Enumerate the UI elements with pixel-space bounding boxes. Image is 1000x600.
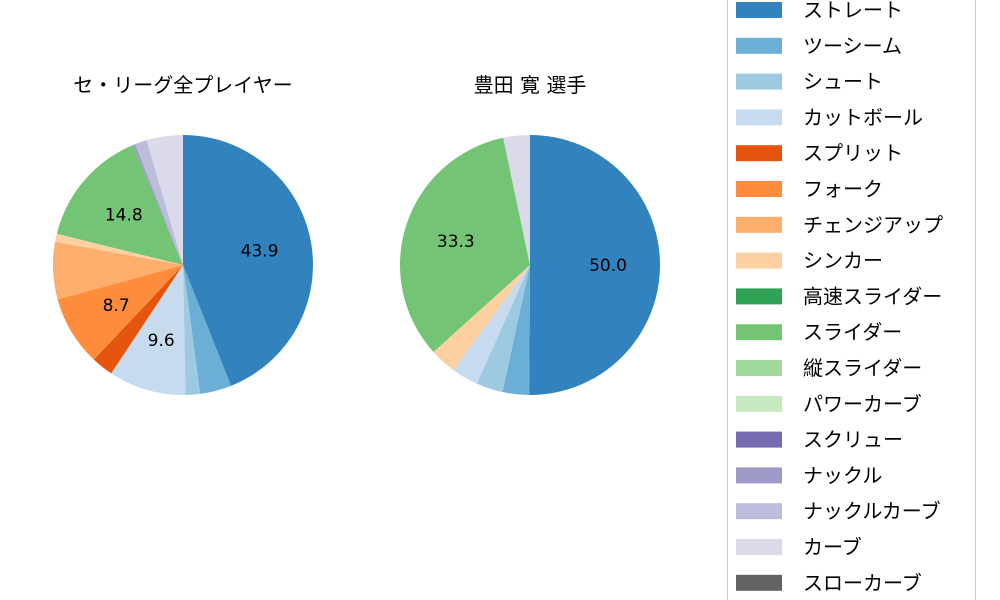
pie-title: セ・リーグ全プレイヤー — [73, 73, 292, 97]
legend-swatch — [736, 216, 782, 233]
legend-label: チェンジアップ — [803, 213, 943, 237]
pie-slice — [183, 265, 201, 395]
slice-label: 43.9 — [241, 241, 279, 261]
legend-swatch — [736, 503, 782, 520]
legend-swatch — [736, 109, 782, 126]
pie-slice — [503, 135, 530, 265]
legend-swatch — [736, 2, 782, 18]
legend-label: スライダー — [803, 320, 902, 344]
pie-slice — [111, 265, 186, 395]
legend-swatch — [736, 252, 782, 269]
legend-label: スローカーブ — [803, 571, 922, 595]
pie-slice — [453, 265, 530, 384]
pie-title: 豊田 寛 選手 — [474, 73, 587, 97]
pie-1: セ・リーグ全プレイヤー 43.9 9.6 8.7 14.8 — [52, 73, 314, 395]
pie-slice — [56, 145, 183, 265]
slice-label: 50.0 — [589, 256, 627, 276]
pie-slice — [476, 265, 530, 393]
legend-swatch — [736, 324, 782, 341]
legend-label: カーブ — [803, 535, 862, 559]
pie-slice — [135, 140, 183, 265]
pie-slice — [146, 135, 183, 265]
pie-slice — [183, 135, 314, 386]
legend-swatch — [736, 395, 782, 412]
legend-swatch — [736, 73, 782, 90]
slice-label: 9.6 — [148, 331, 175, 351]
legend-label: ツーシーム — [803, 34, 902, 58]
legend-swatch — [736, 360, 782, 376]
pie-slice — [502, 265, 530, 395]
legend-label: シュート — [803, 70, 883, 94]
slice-label: 8.7 — [103, 296, 130, 316]
slice-label: 33.3 — [437, 232, 475, 252]
legend-label: 縦スライダー — [803, 356, 922, 380]
legend-label: スプリット — [803, 141, 903, 165]
pie-slice — [55, 233, 183, 265]
legend-label: カットボール — [803, 105, 923, 129]
pie-slice — [93, 265, 183, 374]
legend-label: パワーカーブ — [803, 392, 922, 416]
legend-label: ストレート — [803, 0, 903, 22]
pie-slice — [183, 265, 231, 394]
legend-label: 高速スライダー — [803, 284, 942, 308]
legend-label: スクリュー — [803, 428, 903, 452]
legend-swatch — [736, 145, 782, 162]
legend-swatch — [736, 431, 782, 448]
legend-frame — [727, 0, 976, 600]
legend-label: ナックルカーブ — [803, 499, 941, 523]
legend-label: ナックル — [803, 463, 882, 487]
pie-slice — [132, 144, 183, 265]
pie-slice — [399, 137, 530, 353]
pie-slice — [57, 265, 183, 360]
pie-slice — [52, 241, 183, 300]
pie-2: 豊田 寛 選手 50.0 33.3 — [399, 73, 660, 395]
legend-label: フォーク — [803, 177, 883, 201]
pie-slice — [529, 135, 660, 395]
legend-swatch — [736, 467, 782, 484]
pie-slice — [433, 265, 530, 371]
legend-swatch — [736, 539, 782, 555]
legend-swatch — [736, 574, 782, 591]
slice-label: 14.8 — [105, 205, 143, 225]
legend-swatch — [736, 37, 782, 54]
legend: ストレートツーシームシュートカットボールスプリットフォークチェンジアップシンカー… — [727, 0, 976, 600]
legend-label: シンカー — [803, 249, 883, 273]
legend-swatch — [736, 181, 782, 197]
legend-swatch — [736, 288, 782, 305]
